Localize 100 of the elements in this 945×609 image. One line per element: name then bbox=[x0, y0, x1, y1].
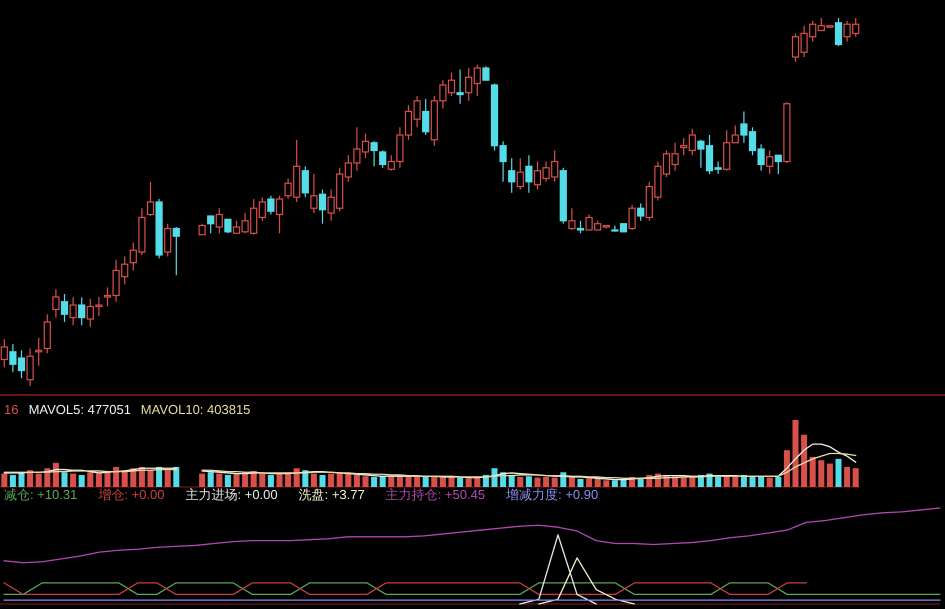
bar bbox=[36, 474, 42, 487]
bar bbox=[440, 478, 446, 487]
bar bbox=[594, 478, 601, 487]
candlestick bbox=[69, 296, 77, 326]
bar bbox=[113, 466, 120, 487]
candlestick bbox=[302, 166, 309, 198]
candlestick bbox=[456, 68, 464, 104]
candlestick bbox=[637, 202, 644, 222]
candlestick bbox=[78, 296, 86, 326]
bar bbox=[775, 476, 782, 487]
candlestick bbox=[172, 226, 180, 276]
candlestick bbox=[422, 98, 430, 136]
bar bbox=[422, 476, 429, 487]
bar bbox=[801, 434, 808, 487]
candlestick bbox=[26, 348, 34, 387]
bar bbox=[568, 478, 575, 487]
candlestick bbox=[52, 288, 60, 318]
bar bbox=[294, 468, 300, 487]
bar bbox=[526, 476, 532, 487]
bar bbox=[724, 476, 730, 487]
bar bbox=[268, 474, 274, 487]
bar bbox=[1, 474, 8, 487]
bar bbox=[216, 474, 222, 487]
bar bbox=[577, 478, 584, 487]
candlestick bbox=[0, 338, 8, 368]
candlestick bbox=[482, 66, 490, 81]
candlestick bbox=[216, 208, 223, 234]
candlestick bbox=[310, 173, 318, 214]
candlestick bbox=[525, 154, 533, 194]
candlestick bbox=[224, 218, 232, 234]
candlestick bbox=[516, 158, 524, 190]
bar bbox=[810, 456, 816, 487]
bar bbox=[371, 476, 378, 487]
bar bbox=[319, 474, 326, 487]
bar bbox=[164, 470, 171, 487]
candlestick bbox=[318, 188, 326, 224]
bar bbox=[844, 466, 850, 487]
text: 主力进场: +0.00 bbox=[186, 487, 278, 502]
candlestick bbox=[35, 337, 42, 366]
bar bbox=[552, 478, 558, 487]
bar bbox=[70, 474, 76, 487]
candlestick bbox=[508, 158, 516, 194]
bar bbox=[603, 480, 610, 487]
bar bbox=[457, 478, 464, 487]
bar bbox=[543, 476, 550, 487]
bar bbox=[354, 474, 360, 487]
bar bbox=[10, 474, 16, 487]
text: 洗盘: +3.77 bbox=[298, 487, 365, 502]
candlestick bbox=[834, 17, 842, 47]
bar bbox=[758, 476, 764, 487]
bar bbox=[224, 474, 231, 487]
bar bbox=[388, 476, 394, 487]
candlestick bbox=[207, 215, 214, 234]
bar bbox=[680, 478, 687, 487]
bar bbox=[345, 474, 352, 487]
text: 主力持仓: +50.45 bbox=[386, 487, 486, 502]
bar bbox=[792, 420, 799, 487]
text: MAVOL5: 477051 bbox=[28, 402, 131, 417]
bar bbox=[517, 476, 524, 487]
candlestick bbox=[146, 181, 154, 217]
bar bbox=[826, 464, 833, 487]
bar bbox=[466, 478, 472, 487]
candlestick bbox=[164, 223, 172, 258]
bar bbox=[414, 476, 420, 487]
bar bbox=[199, 474, 206, 487]
candlestick bbox=[774, 154, 782, 175]
candlestick bbox=[628, 204, 636, 231]
text: MAVOL10: 403815 bbox=[140, 402, 250, 417]
bar bbox=[173, 466, 180, 487]
bar bbox=[818, 460, 824, 487]
candlestick bbox=[267, 195, 275, 216]
bar bbox=[147, 470, 154, 487]
candlestick bbox=[576, 220, 584, 234]
bar bbox=[208, 472, 214, 487]
candlestick bbox=[276, 195, 284, 234]
text: 增仓: +0.00 bbox=[97, 487, 165, 502]
bar bbox=[431, 476, 438, 487]
bar bbox=[380, 476, 386, 487]
bar bbox=[448, 476, 455, 487]
bar bbox=[835, 458, 842, 487]
candlestick bbox=[379, 150, 386, 168]
bar bbox=[96, 474, 102, 487]
bar bbox=[276, 474, 283, 487]
bar bbox=[749, 476, 756, 487]
bar bbox=[612, 480, 618, 487]
bar bbox=[310, 474, 317, 487]
candlestick bbox=[370, 140, 378, 167]
bar bbox=[87, 472, 94, 487]
bar bbox=[766, 478, 773, 487]
candlestick bbox=[766, 150, 774, 175]
bar bbox=[852, 468, 859, 487]
bar bbox=[689, 476, 696, 487]
bar bbox=[233, 474, 240, 487]
bar bbox=[259, 474, 266, 487]
bar bbox=[61, 472, 68, 487]
text: 减仓: +10.31 bbox=[4, 487, 78, 502]
candlestick bbox=[568, 208, 576, 231]
bar bbox=[586, 478, 592, 487]
bar bbox=[784, 450, 790, 487]
bar bbox=[362, 476, 369, 487]
